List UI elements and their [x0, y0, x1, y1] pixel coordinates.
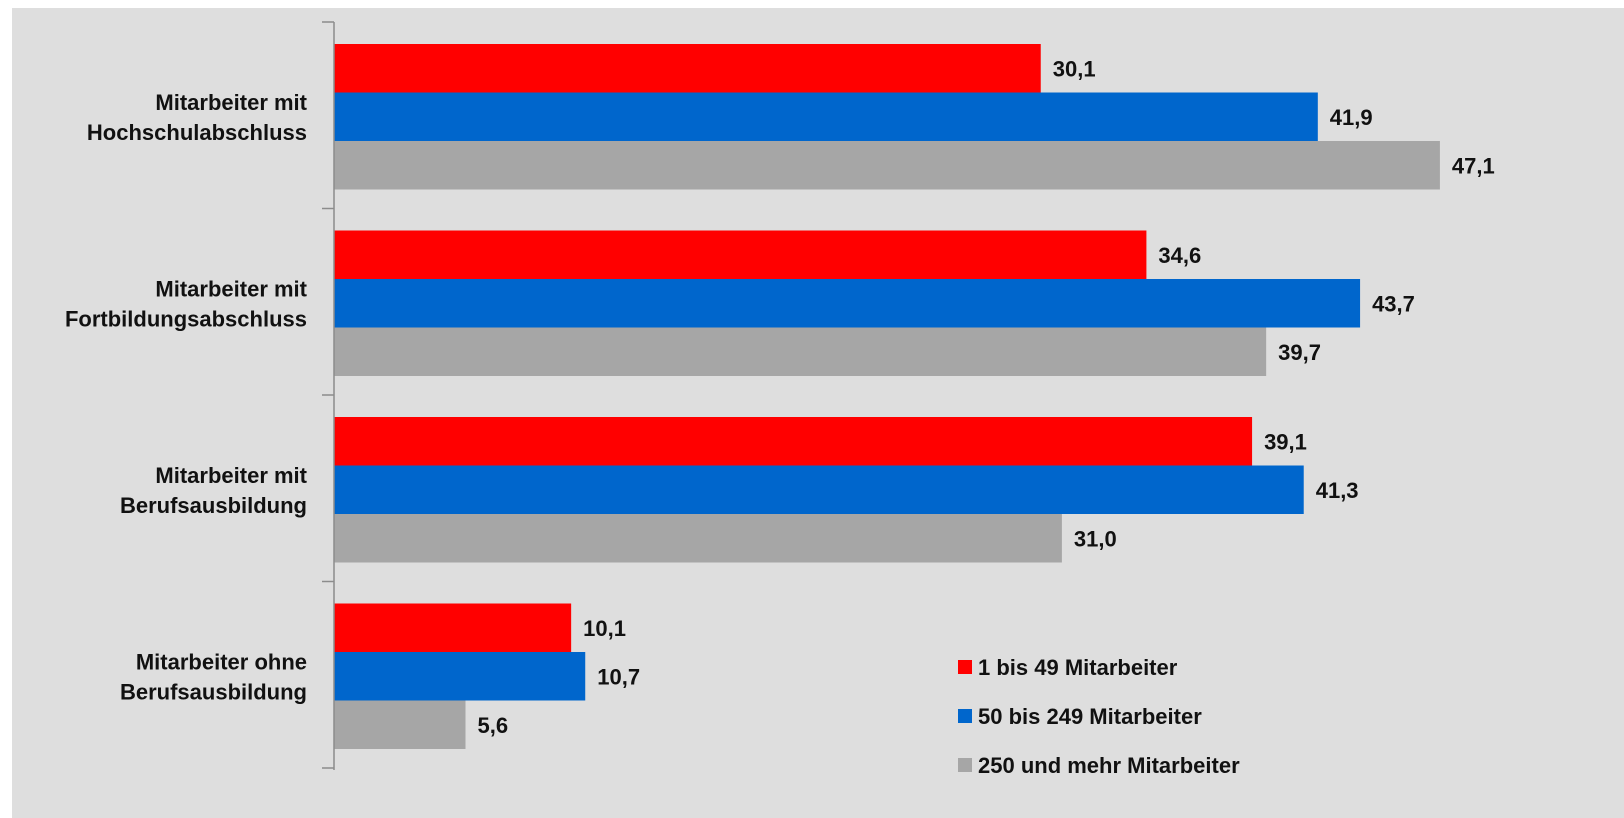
category-label-2: Mitarbeiter mit Berufsausbildung [120, 463, 308, 518]
data-label-1-bis-49-mitarbeiter-3: 10,1 [583, 616, 626, 641]
data-label-50-bis-249-mitarbeiter-2: 41,3 [1316, 478, 1359, 503]
bar-1-bis-49-mitarbeiter-3 [334, 603, 572, 652]
bar-250-und-mehr-mitarbeiter-2 [334, 514, 1062, 563]
bar-250-und-mehr-mitarbeiter-1 [334, 327, 1267, 376]
category-label-line: Mitarbeiter mit [155, 90, 307, 115]
data-label-250-und-mehr-mitarbeiter-2: 31,0 [1074, 526, 1117, 551]
legend: 1 bis 49 Mitarbeiter 50 bis 249 Mitarbeit… [958, 655, 1240, 778]
data-label-50-bis-249-mitarbeiter-3: 10,7 [597, 664, 640, 689]
legend-label-50-bis-249-mitarbeiter: 50 bis 249 Mitarbeiter [978, 704, 1202, 729]
category-label-0: Mitarbeiter mit Hochschulabschluss [87, 90, 308, 145]
data-label-1-bis-49-mitarbeiter-1: 34,6 [1158, 243, 1201, 268]
category-label-line: Mitarbeiter mit [155, 276, 307, 301]
bar-1-bis-49-mitarbeiter-1 [334, 230, 1147, 279]
data-label-50-bis-249-mitarbeiter-1: 43,7 [1372, 291, 1415, 316]
category-label-line: Mitarbeiter mit [155, 463, 307, 488]
bar-1-bis-49-mitarbeiter-2 [334, 417, 1253, 466]
category-label-1: Mitarbeiter mit Fortbildungsabschluss [65, 276, 308, 331]
bar-250-und-mehr-mitarbeiter-0 [334, 141, 1440, 190]
category-label-line: Hochschulabschluss [87, 120, 307, 145]
category-label-line: Mitarbeiter ohne [136, 649, 307, 674]
legend-swatch-50-bis-249-mitarbeiter [958, 709, 972, 723]
bar-1-bis-49-mitarbeiter-0 [334, 44, 1041, 93]
category-label-line: Berufsausbildung [120, 493, 307, 518]
legend-swatch-1-bis-49-mitarbeiter [958, 660, 972, 674]
data-label-250-und-mehr-mitarbeiter-0: 47,1 [1452, 153, 1495, 178]
bars-layer [334, 44, 1440, 749]
bar-50-bis-249-mitarbeiter-1 [334, 279, 1361, 328]
category-axis: Mitarbeiter mit HochschulabschlussMitarbe… [65, 21, 335, 770]
data-label-50-bis-249-mitarbeiter-0: 41,9 [1330, 105, 1373, 130]
data-label-1-bis-49-mitarbeiter-0: 30,1 [1053, 56, 1096, 81]
data-label-250-und-mehr-mitarbeiter-1: 39,7 [1278, 340, 1321, 365]
legend-label-1-bis-49-mitarbeiter: 1 bis 49 Mitarbeiter [978, 655, 1178, 680]
category-label-line: Fortbildungsabschluss [65, 306, 307, 331]
bar-50-bis-249-mitarbeiter-3 [334, 652, 586, 701]
legend-swatch-250-und-mehr-mitarbeiter [958, 758, 972, 772]
category-label-3: Mitarbeiter ohne Berufsausbildung [120, 649, 307, 704]
value-labels: 30,1 41,9 47,1 34,6 43,7 39,7 39,1 41,3 31,0 10,1… [477, 56, 1494, 738]
bar-50-bis-249-mitarbeiter-2 [334, 465, 1304, 514]
category-label-line: Berufsausbildung [120, 679, 307, 704]
legend-label-250-und-mehr-mitarbeiter: 250 und mehr Mitarbeiter [978, 753, 1240, 778]
data-label-1-bis-49-mitarbeiter-2: 39,1 [1264, 429, 1307, 454]
bar-250-und-mehr-mitarbeiter-3 [334, 700, 466, 749]
data-label-250-und-mehr-mitarbeiter-3: 5,6 [477, 713, 508, 738]
bar-50-bis-249-mitarbeiter-0 [334, 92, 1318, 141]
